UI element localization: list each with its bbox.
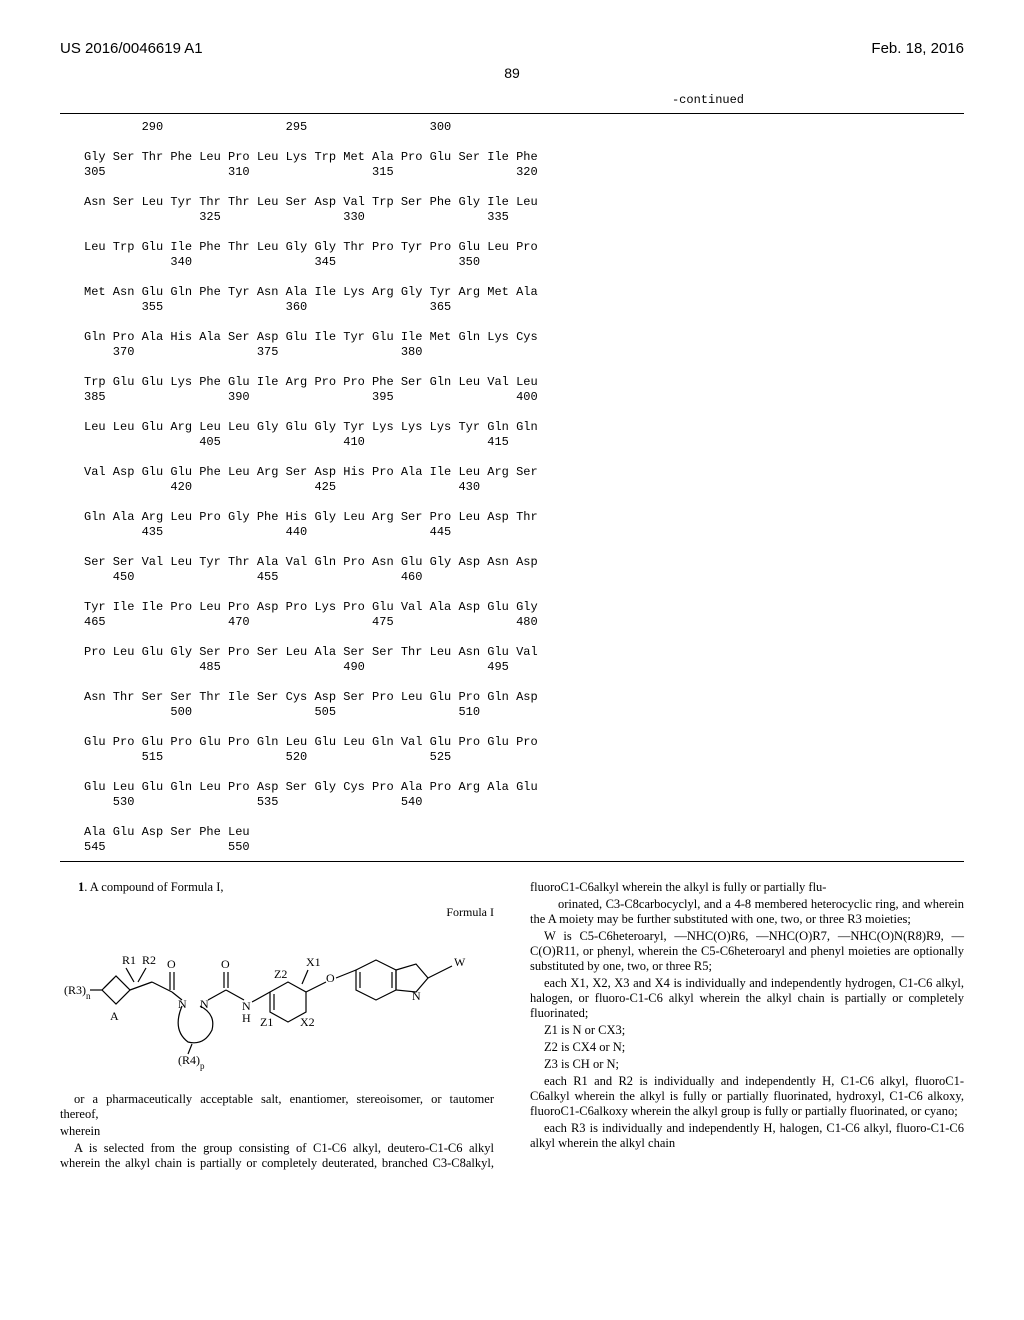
label-O3: O <box>326 971 335 985</box>
label-N1: N <box>178 997 187 1011</box>
label-R3n: (R3)n <box>64 983 91 1001</box>
col2-X: each X1, X2, X3 and X4 is individually a… <box>530 976 964 1021</box>
claim-1-intro: 1. A compound of Formula I, <box>60 880 494 895</box>
label-H: H <box>242 1011 251 1025</box>
chemical-structure: (R3)n A R1 R2 O <box>60 926 494 1080</box>
label-W: W <box>454 955 466 969</box>
label-O1: O <box>167 957 176 971</box>
col2-Z1: Z1 is N or CX3; <box>530 1023 964 1038</box>
label-Z1: Z1 <box>260 1015 273 1029</box>
formula-label: Formula I <box>60 905 494 920</box>
label-R2: R2 <box>142 953 156 967</box>
claim-tail-2: wherein <box>60 1124 494 1139</box>
col2-A-cont: orinated, C3-C8carbocyclyl, and a 4-8 me… <box>530 897 964 927</box>
label-N3: N <box>412 989 421 1003</box>
divider <box>60 861 964 862</box>
amino-acid-sequence: 290 295 300 Gly Ser Thr Phe Leu Pro Leu … <box>84 120 964 855</box>
page-number: 89 <box>60 65 964 81</box>
label-R4p: (R4)p <box>178 1053 205 1071</box>
patent-page: US 2016/0046619 A1 Feb. 18, 2016 89 -con… <box>0 0 1024 1211</box>
col2-W: W is C5-C6heteroaryl, —NHC(O)R6, —NHC(O)… <box>530 929 964 974</box>
label-X1: X1 <box>306 955 321 969</box>
label-X2: X2 <box>300 1015 315 1029</box>
divider <box>60 113 964 114</box>
claim-tail-1: or a pharmaceutically acceptable salt, e… <box>60 1092 494 1122</box>
two-column-text: 1. A compound of Formula I, Formula I (R… <box>60 880 964 1171</box>
label-N2: N <box>200 997 209 1011</box>
publication-date: Feb. 18, 2016 <box>871 40 964 57</box>
label-Z2: Z2 <box>274 967 287 981</box>
col2-Z3: Z3 is CH or N; <box>530 1057 964 1072</box>
page-header: US 2016/0046619 A1 Feb. 18, 2016 <box>60 40 964 57</box>
claim-intro-text: . A compound of Formula I, <box>84 880 223 894</box>
label-R1: R1 <box>122 953 136 967</box>
col2-R1R2: each R1 and R2 is individually and indep… <box>530 1074 964 1119</box>
col2-Z2: Z2 is CX4 or N; <box>530 1040 964 1055</box>
continued-label: -continued <box>60 93 964 107</box>
label-A: A <box>110 1009 119 1023</box>
col2-R3: each R3 is individually and independentl… <box>530 1121 964 1151</box>
label-O2: O <box>221 957 230 971</box>
publication-number: US 2016/0046619 A1 <box>60 40 203 57</box>
formula-svg: (R3)n A R1 R2 O <box>60 926 480 1076</box>
